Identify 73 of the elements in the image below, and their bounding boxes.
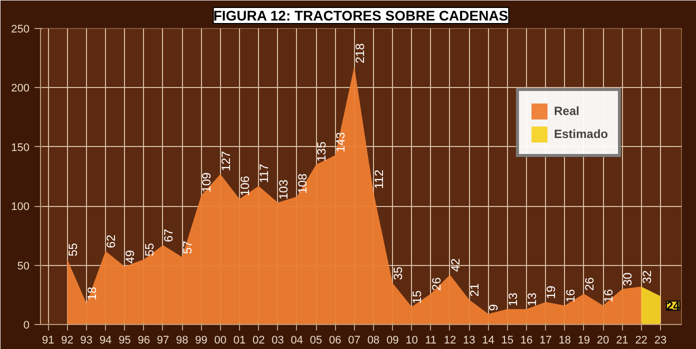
data-label: 108 [295, 173, 310, 194]
legend-label: Estimado [554, 127, 608, 141]
x-tick-label: 96 [138, 334, 150, 346]
x-tick-label: 08 [367, 334, 380, 346]
x-tick-label: 91 [42, 334, 54, 346]
y-tick-label: 0 [23, 320, 30, 332]
x-tick-label: 94 [99, 334, 112, 346]
data-label: 30 [620, 272, 635, 286]
data-label: 26 [582, 277, 596, 291]
data-label: 15 [410, 290, 424, 304]
data-label: 26 [429, 277, 444, 291]
data-label: 16 [563, 288, 578, 303]
data-label: 127 [218, 150, 233, 172]
x-tick-label: 99 [195, 334, 208, 346]
data-label: 55 [142, 242, 156, 256]
x-tick-label: 97 [156, 334, 170, 346]
x-tick-label: 23 [654, 334, 667, 346]
data-label: 57 [180, 240, 195, 254]
y-tick-label: 50 [17, 260, 30, 272]
data-label: 112 [372, 169, 386, 189]
chart-title: FIGURA 12: TRACTORES SOBRE CADENAS [213, 8, 508, 24]
x-tick-label: 06 [329, 334, 342, 346]
x-tick-label: 17 [540, 334, 552, 346]
x-tick-label: 12 [444, 334, 456, 346]
x-tick-label: 03 [272, 334, 284, 346]
x-tick-label: 07 [348, 334, 360, 346]
x-tick-label: 16 [520, 334, 533, 346]
data-label: 103 [276, 179, 290, 200]
data-label: 67 [161, 228, 176, 242]
x-tick-label: 02 [252, 334, 265, 346]
data-label: 32 [640, 270, 654, 284]
x-tick-label: 19 [578, 334, 590, 346]
x-tick-label: 18 [558, 334, 571, 346]
data-label: 62 [104, 234, 118, 248]
x-tick-label: 15 [501, 334, 514, 346]
data-label: 42 [448, 258, 462, 272]
data-label: 21 [468, 282, 482, 297]
y-tick-label: 100 [11, 201, 30, 214]
data-label: 135 [314, 141, 329, 162]
data-label: 49 [123, 250, 138, 264]
data-label: 19 [544, 285, 558, 300]
data-label: 218 [352, 43, 367, 64]
x-tick-label: 10 [406, 334, 418, 346]
x-tick-label: 11 [425, 334, 437, 346]
data-label: 106 [238, 176, 252, 196]
x-tick-label: 93 [80, 334, 93, 346]
x-tick-label: 21 [616, 334, 628, 346]
x-tick-label: 13 [462, 334, 476, 346]
data-label: 109 [200, 172, 214, 192]
x-tick-label: 00 [214, 334, 226, 346]
x-tick-label: 98 [176, 334, 188, 346]
x-tick-label: 01 [233, 334, 246, 346]
x-tick-label: 95 [118, 334, 131, 346]
data-label: 143 [334, 132, 348, 152]
legend-label: Real [554, 104, 580, 118]
data-label: 13 [506, 292, 520, 306]
x-tick-label: 14 [482, 334, 494, 346]
y-tick-label: 150 [11, 142, 30, 154]
data-label: 55 [66, 242, 80, 256]
x-tick-label: 92 [61, 334, 74, 346]
data-label: 13 [525, 292, 540, 306]
x-tick-label: 20 [596, 334, 610, 346]
data-label: 16 [602, 288, 616, 303]
x-tick-label: 09 [386, 334, 399, 346]
data-label: 18 [84, 286, 99, 300]
data-label: 117 [257, 164, 272, 183]
x-tick-label: 22 [635, 334, 648, 346]
x-tick-label: 04 [290, 334, 304, 346]
y-tick-label: 200 [11, 82, 30, 95]
data-label: 35 [391, 266, 406, 280]
x-tick-label: 05 [310, 334, 322, 346]
data-label: 9 [486, 304, 501, 311]
y-tick-label: 250 [11, 24, 30, 36]
